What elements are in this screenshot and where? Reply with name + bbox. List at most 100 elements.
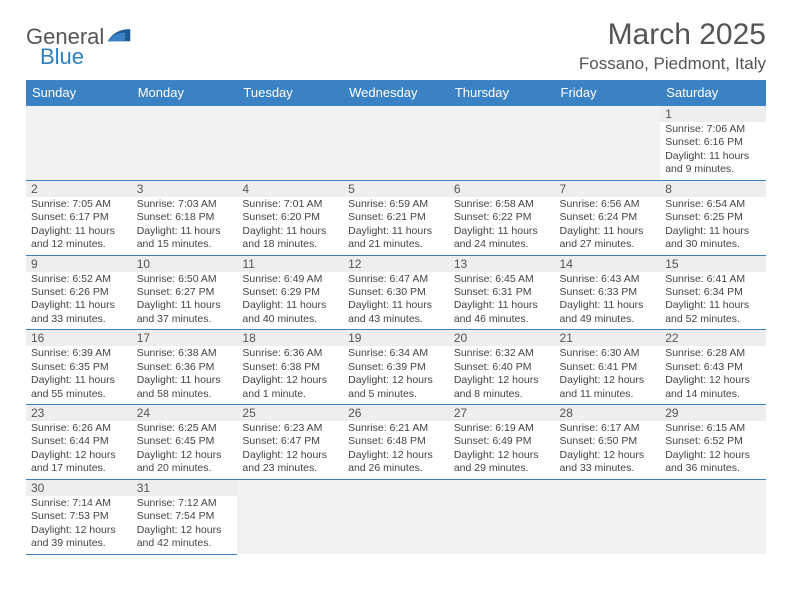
sunset-text: Sunset: 6:25 PM: [665, 211, 761, 224]
day-number: 21: [555, 330, 661, 346]
day-number: 3: [132, 181, 238, 197]
calendar-cell: 13Sunrise: 6:45 AMSunset: 6:31 PMDayligh…: [449, 255, 555, 330]
day-info: Sunrise: 7:12 AMSunset: 7:54 PMDaylight:…: [132, 496, 238, 554]
page-header: General March 2025 Fossano, Piedmont, It…: [26, 18, 766, 74]
daylight-text: Daylight: 12 hours and 11 minutes.: [560, 374, 656, 401]
calendar-cell: [237, 106, 343, 181]
calendar-cell: [555, 106, 661, 181]
calendar-cell: 18Sunrise: 6:36 AMSunset: 6:38 PMDayligh…: [237, 330, 343, 405]
daylight-text: Daylight: 11 hours and 12 minutes.: [31, 225, 127, 252]
calendar-row: 23Sunrise: 6:26 AMSunset: 6:44 PMDayligh…: [26, 405, 766, 480]
calendar-cell: [237, 479, 343, 554]
calendar-row: 16Sunrise: 6:39 AMSunset: 6:35 PMDayligh…: [26, 330, 766, 405]
daylight-text: Daylight: 11 hours and 30 minutes.: [665, 225, 761, 252]
calendar-cell: 17Sunrise: 6:38 AMSunset: 6:36 PMDayligh…: [132, 330, 238, 405]
sunset-text: Sunset: 6:40 PM: [454, 361, 550, 374]
calendar-cell: 5Sunrise: 6:59 AMSunset: 6:21 PMDaylight…: [343, 180, 449, 255]
daylight-text: Daylight: 11 hours and 55 minutes.: [31, 374, 127, 401]
sunrise-text: Sunrise: 6:45 AM: [454, 273, 550, 286]
day-info: Sunrise: 6:17 AMSunset: 6:50 PMDaylight:…: [555, 421, 661, 479]
daylight-text: Daylight: 11 hours and 15 minutes.: [137, 225, 233, 252]
sunrise-text: Sunrise: 6:43 AM: [560, 273, 656, 286]
sunrise-text: Sunrise: 6:17 AM: [560, 422, 656, 435]
sunset-text: Sunset: 6:16 PM: [665, 136, 761, 149]
daylight-text: Daylight: 11 hours and 37 minutes.: [137, 299, 233, 326]
sunset-text: Sunset: 6:31 PM: [454, 286, 550, 299]
sunset-text: Sunset: 6:43 PM: [665, 361, 761, 374]
day-number: 5: [343, 181, 449, 197]
sunrise-text: Sunrise: 7:14 AM: [31, 497, 127, 510]
day-number: 23: [26, 405, 132, 421]
day-info: Sunrise: 6:59 AMSunset: 6:21 PMDaylight:…: [343, 197, 449, 255]
sunset-text: Sunset: 6:17 PM: [31, 211, 127, 224]
daylight-text: Daylight: 11 hours and 9 minutes.: [665, 150, 761, 177]
sunrise-text: Sunrise: 6:54 AM: [665, 198, 761, 211]
sunrise-text: Sunrise: 6:36 AM: [242, 347, 338, 360]
day-number: 27: [449, 405, 555, 421]
day-number: 11: [237, 256, 343, 272]
daylight-text: Daylight: 11 hours and 40 minutes.: [242, 299, 338, 326]
weekday-row: Sunday Monday Tuesday Wednesday Thursday…: [26, 80, 766, 106]
day-info: Sunrise: 7:06 AMSunset: 6:16 PMDaylight:…: [660, 122, 766, 180]
daylight-text: Daylight: 12 hours and 8 minutes.: [454, 374, 550, 401]
sunrise-text: Sunrise: 6:49 AM: [242, 273, 338, 286]
calendar-cell: 10Sunrise: 6:50 AMSunset: 6:27 PMDayligh…: [132, 255, 238, 330]
sunrise-text: Sunrise: 6:34 AM: [348, 347, 444, 360]
sunset-text: Sunset: 6:30 PM: [348, 286, 444, 299]
weekday-header: Friday: [555, 80, 661, 106]
calendar-cell: 26Sunrise: 6:21 AMSunset: 6:48 PMDayligh…: [343, 405, 449, 480]
calendar-cell: [343, 479, 449, 554]
daylight-text: Daylight: 11 hours and 18 minutes.: [242, 225, 338, 252]
daylight-text: Daylight: 11 hours and 49 minutes.: [560, 299, 656, 326]
daylight-text: Daylight: 12 hours and 39 minutes.: [31, 524, 127, 551]
day-info: Sunrise: 6:43 AMSunset: 6:33 PMDaylight:…: [555, 272, 661, 330]
day-number: 30: [26, 480, 132, 496]
sunset-text: Sunset: 6:21 PM: [348, 211, 444, 224]
day-number: 17: [132, 330, 238, 346]
month-title: March 2025: [579, 18, 766, 52]
sunset-text: Sunset: 7:54 PM: [137, 510, 233, 523]
day-info: Sunrise: 6:39 AMSunset: 6:35 PMDaylight:…: [26, 346, 132, 404]
calendar-cell: 14Sunrise: 6:43 AMSunset: 6:33 PMDayligh…: [555, 255, 661, 330]
daylight-text: Daylight: 12 hours and 17 minutes.: [31, 449, 127, 476]
calendar-cell: 28Sunrise: 6:17 AMSunset: 6:50 PMDayligh…: [555, 405, 661, 480]
day-info: Sunrise: 7:14 AMSunset: 7:53 PMDaylight:…: [26, 496, 132, 554]
day-number: 13: [449, 256, 555, 272]
sunset-text: Sunset: 6:18 PM: [137, 211, 233, 224]
day-number: 19: [343, 330, 449, 346]
calendar-cell: 2Sunrise: 7:05 AMSunset: 6:17 PMDaylight…: [26, 180, 132, 255]
day-number: 4: [237, 181, 343, 197]
calendar-cell: 11Sunrise: 6:49 AMSunset: 6:29 PMDayligh…: [237, 255, 343, 330]
sunrise-text: Sunrise: 6:30 AM: [560, 347, 656, 360]
calendar-cell: 27Sunrise: 6:19 AMSunset: 6:49 PMDayligh…: [449, 405, 555, 480]
sunrise-text: Sunrise: 6:19 AM: [454, 422, 550, 435]
calendar-cell: 9Sunrise: 6:52 AMSunset: 6:26 PMDaylight…: [26, 255, 132, 330]
sunset-text: Sunset: 6:50 PM: [560, 435, 656, 448]
daylight-text: Daylight: 11 hours and 33 minutes.: [31, 299, 127, 326]
sunrise-text: Sunrise: 6:56 AM: [560, 198, 656, 211]
day-info: Sunrise: 7:01 AMSunset: 6:20 PMDaylight:…: [237, 197, 343, 255]
calendar-cell: [449, 479, 555, 554]
wave-icon: [106, 27, 132, 45]
daylight-text: Daylight: 12 hours and 1 minute.: [242, 374, 338, 401]
calendar-cell: 1Sunrise: 7:06 AMSunset: 6:16 PMDaylight…: [660, 106, 766, 181]
weekday-header: Monday: [132, 80, 238, 106]
daylight-text: Daylight: 12 hours and 36 minutes.: [665, 449, 761, 476]
sunset-text: Sunset: 6:47 PM: [242, 435, 338, 448]
calendar-cell: [660, 479, 766, 554]
sunrise-text: Sunrise: 7:05 AM: [31, 198, 127, 211]
day-number: 9: [26, 256, 132, 272]
day-info: Sunrise: 7:05 AMSunset: 6:17 PMDaylight:…: [26, 197, 132, 255]
sunrise-text: Sunrise: 6:52 AM: [31, 273, 127, 286]
calendar-cell: 24Sunrise: 6:25 AMSunset: 6:45 PMDayligh…: [132, 405, 238, 480]
sunset-text: Sunset: 7:53 PM: [31, 510, 127, 523]
daylight-text: Daylight: 12 hours and 20 minutes.: [137, 449, 233, 476]
calendar-cell: 12Sunrise: 6:47 AMSunset: 6:30 PMDayligh…: [343, 255, 449, 330]
sunrise-text: Sunrise: 7:06 AM: [665, 123, 761, 136]
calendar-cell: 21Sunrise: 6:30 AMSunset: 6:41 PMDayligh…: [555, 330, 661, 405]
calendar-cell: 29Sunrise: 6:15 AMSunset: 6:52 PMDayligh…: [660, 405, 766, 480]
day-number: 15: [660, 256, 766, 272]
daylight-text: Daylight: 11 hours and 43 minutes.: [348, 299, 444, 326]
calendar-cell: [449, 106, 555, 181]
day-info: Sunrise: 6:50 AMSunset: 6:27 PMDaylight:…: [132, 272, 238, 330]
